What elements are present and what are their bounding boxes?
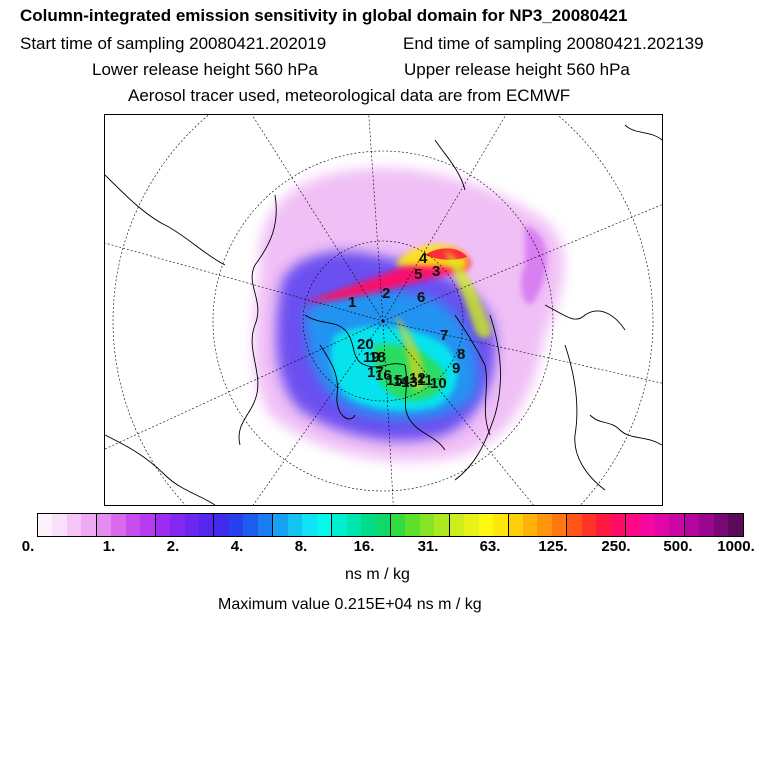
lower-release-height: Lower release height 560 hPa (92, 60, 318, 79)
colorbar-swatch (581, 514, 597, 536)
colorbar-swatch (332, 514, 347, 536)
colorbar-swatch (111, 514, 126, 536)
colorbar-swatch (316, 514, 333, 536)
marker-label: 9 (452, 360, 460, 377)
colorbar-swatch (66, 514, 82, 536)
colorbar-swatch (170, 514, 185, 536)
colorbar-swatch (449, 514, 465, 536)
sampling-start-time: Start time of sampling 20080421.202019 (20, 34, 327, 53)
coastlines (105, 124, 662, 505)
colorbar-tick-label: 8. (294, 538, 308, 555)
colorbar-swatch (493, 514, 509, 536)
graticule-lines (105, 115, 662, 505)
marker-label: 7 (440, 327, 448, 344)
colorbar-swatch (375, 514, 391, 536)
marker-label: 15 (386, 372, 403, 389)
colorbar-swatch (287, 514, 303, 536)
marker-label: 11 (417, 372, 433, 389)
colorbar-swatch (405, 514, 420, 536)
colorbar-swatch (257, 514, 274, 536)
marker-label: 13 (401, 374, 418, 391)
colorbar-swatch (713, 514, 729, 536)
colorbar-swatch (464, 514, 479, 536)
colorbar-tick-label: 4. (230, 538, 244, 555)
colorbar-swatch (434, 514, 450, 536)
marker-label: 18 (369, 349, 386, 366)
marker-label: 3 (432, 263, 440, 280)
colorbar-swatch (38, 514, 53, 536)
colorbar-swatch (419, 514, 435, 536)
colorbar-swatch (669, 514, 685, 536)
colorbar-tick-label: 16. (353, 538, 375, 555)
marker-label: 2 (382, 285, 390, 302)
colorbar-swatch (522, 514, 538, 536)
sensitivity-map: 1 2 3 4 5 6 7 8 9 10 11 12 13 14 15 16 1… (104, 114, 663, 506)
colorbar-swatch (640, 514, 656, 536)
colorbar-swatch (567, 514, 582, 536)
colorbar-swatch (81, 514, 97, 536)
colorbar-tick-label: 1. (102, 538, 116, 555)
colorbar-swatch (728, 514, 743, 536)
colorbar-swatch (508, 514, 523, 536)
sampling-end-time: End time of sampling 20080421.202139 (403, 34, 704, 53)
colorbar-swatch (360, 514, 376, 536)
colorbar-swatch (52, 514, 67, 536)
maximum-value: Maximum value 0.215E+04 ns m / kg (218, 596, 482, 613)
colorbar-swatch (198, 514, 215, 536)
colorbar-swatch (125, 514, 141, 536)
upper-release-height: Upper release height 560 hPa (404, 60, 630, 79)
colorbar-tick-label: 0. (21, 538, 35, 555)
marker-label: 8 (457, 346, 465, 363)
figure-title: Column-integrated emission sensitivity i… (20, 6, 628, 25)
colorbar-swatch (626, 514, 641, 536)
colorbar-swatch (273, 514, 288, 536)
colorbar-tick-label: 125. (538, 538, 568, 555)
colorbar (37, 513, 744, 537)
marker-label: 4 (419, 250, 428, 267)
marker-label: 20 (357, 336, 374, 353)
colorbar-swatch (390, 514, 406, 536)
colorbar-tick-label: 500. (663, 538, 693, 555)
colorbar-swatch (214, 514, 229, 536)
colorbar-tick-label: 31. (417, 538, 439, 555)
marker-label: 5 (414, 266, 422, 283)
colorbar-swatch (478, 514, 494, 536)
colorbar-swatch (699, 514, 714, 536)
marker-label: 19 (363, 349, 380, 366)
colorbar-swatch (551, 514, 568, 536)
colorbar-tick-label: 1000. (717, 538, 755, 555)
colorbar-swatch (610, 514, 627, 536)
colorbar-swatch (228, 514, 244, 536)
colorbar-swatch (537, 514, 552, 536)
colorbar-unit: ns m / kg (345, 566, 410, 583)
colorbar-swatch (684, 514, 700, 536)
marker-label: 6 (417, 289, 425, 306)
colorbar-tick-label: 250. (601, 538, 631, 555)
colorbar-swatch (596, 514, 611, 536)
colorbar-swatch (184, 514, 199, 536)
marker-label: 10 (430, 375, 447, 392)
marker-label: 17 (367, 364, 384, 381)
receptor-markers: 1 2 3 4 5 6 7 8 9 10 11 12 13 14 15 16 1… (348, 250, 465, 392)
colorbar-tick-label: 63. (479, 538, 501, 555)
colorbar-swatch (140, 514, 156, 536)
colorbar-swatch (96, 514, 112, 536)
marker-label: 14 (393, 373, 410, 390)
tracer-info: Aerosol tracer used, meteorological data… (128, 86, 571, 105)
colorbar-swatch (155, 514, 171, 536)
colorbar-swatch (243, 514, 258, 536)
colorbar-swatch (302, 514, 317, 536)
marker-label: 16 (375, 367, 392, 384)
colorbar-swatch (655, 514, 670, 536)
colorbar-tick-label: 2. (166, 538, 180, 555)
marker-label: 1 (348, 294, 356, 311)
colorbar-swatch (346, 514, 361, 536)
marker-label: 12 (409, 370, 426, 387)
